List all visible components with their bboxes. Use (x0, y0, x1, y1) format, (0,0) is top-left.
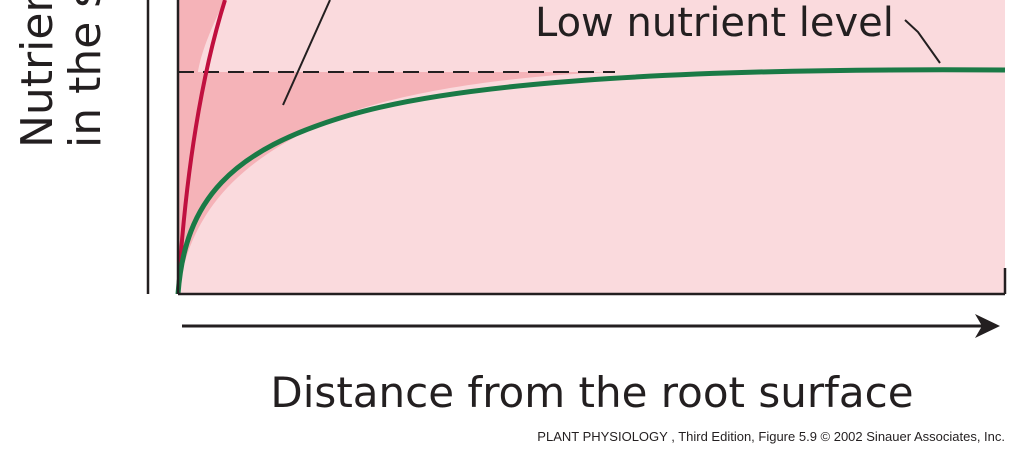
y-axis-label: in the s (60, 0, 111, 148)
y-axis-label: Nutrien (12, 0, 63, 148)
low-nutrient-curve (175, 67, 1006, 295)
high-nutrient-curve (176, 0, 227, 295)
plot-background (178, 0, 1005, 294)
callout-line (904, 19, 941, 64)
curve-label: Low nutrient level (535, 0, 894, 46)
depletion-zone (178, 0, 615, 294)
x-arrow-head (975, 314, 1000, 338)
credit: PLANT PHYSIOLOGY , Third Edition, Figure… (537, 429, 1005, 444)
callout-line (282, 0, 331, 106)
x-axis-label: Distance from the root surface (270, 368, 913, 417)
